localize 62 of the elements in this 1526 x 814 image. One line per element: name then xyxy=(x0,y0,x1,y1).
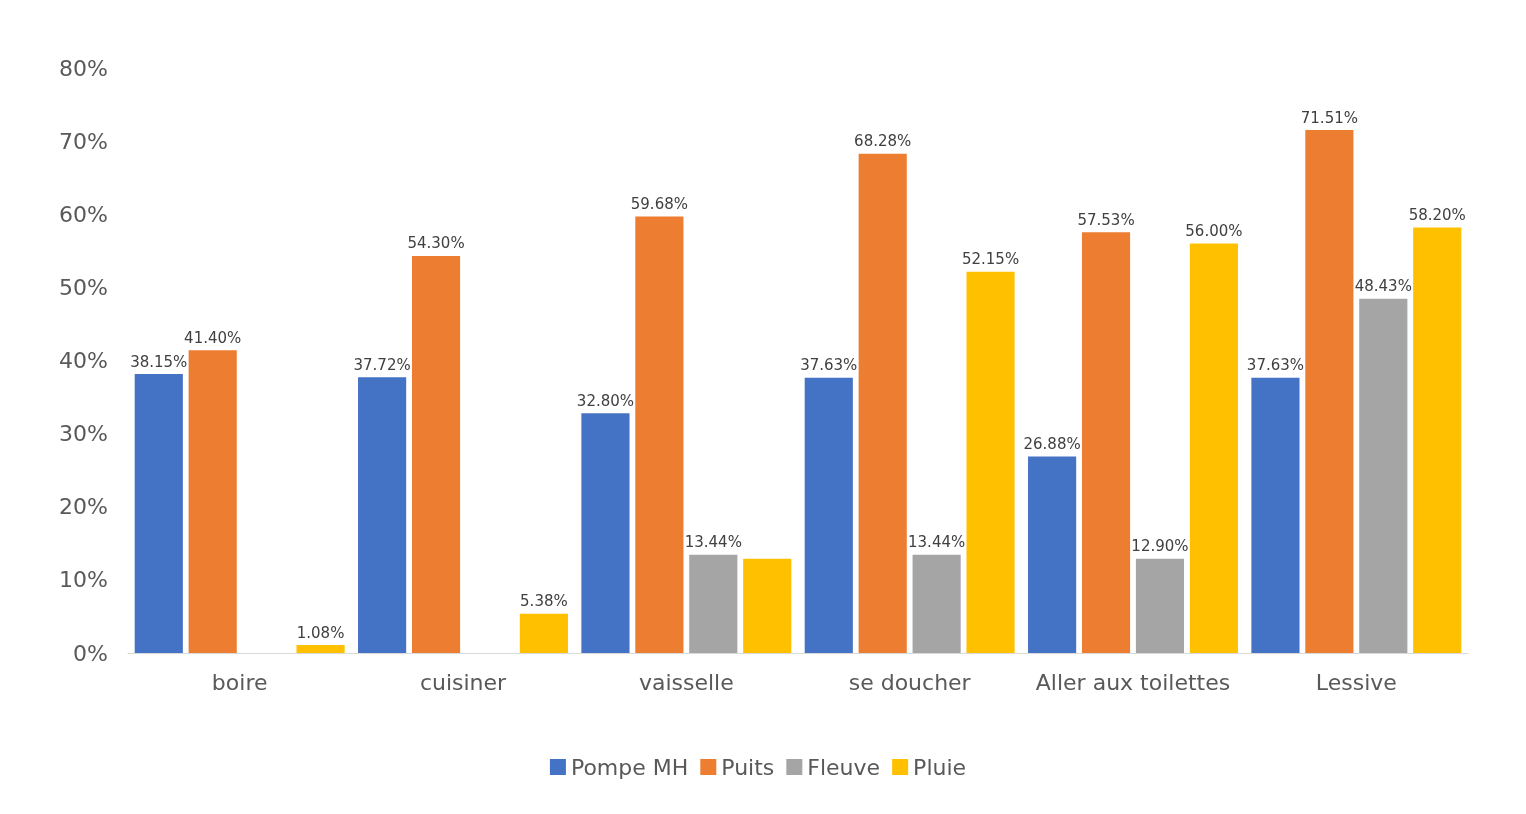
x-tick-label: se doucher xyxy=(848,669,972,695)
data-label: 56.00% xyxy=(1185,222,1243,240)
bar xyxy=(689,554,738,653)
data-label: 37.63% xyxy=(1246,356,1305,375)
y-tick-label: 40% xyxy=(59,348,108,373)
data-label: 54.30% xyxy=(407,234,465,253)
bar xyxy=(134,374,183,653)
bar xyxy=(1251,377,1300,653)
y-tick-label: 50% xyxy=(59,274,108,300)
legend-label: Pluie xyxy=(913,754,967,780)
bar xyxy=(1413,227,1462,653)
bar xyxy=(296,645,345,653)
data-label: 32.80% xyxy=(576,391,635,410)
bar xyxy=(519,613,568,653)
y-tick-label: 20% xyxy=(59,494,108,520)
data-label: 37.72% xyxy=(353,355,411,374)
data-label: 58.20% xyxy=(1408,205,1466,224)
y-tick-label: 60% xyxy=(59,201,108,227)
bar xyxy=(912,554,961,653)
data-label: 41.40% xyxy=(184,328,242,347)
data-label: 26.88% xyxy=(1023,434,1081,453)
y-tick-label: 80% xyxy=(59,55,108,81)
bar xyxy=(1028,456,1077,653)
data-label: 13.44% xyxy=(684,533,742,552)
y-tick-label: 0% xyxy=(73,640,108,666)
legend-label: Pompe MH xyxy=(570,754,689,780)
data-label: 48.43% xyxy=(1354,277,1412,296)
x-tick-label: boire xyxy=(211,669,268,695)
bar xyxy=(743,558,792,653)
bar xyxy=(804,377,853,653)
legend-label: Puits xyxy=(721,754,775,780)
data-label: 12.90% xyxy=(1131,537,1189,556)
data-label: 5.38% xyxy=(520,592,568,611)
bar xyxy=(1189,243,1238,653)
legend-label: Fleuve xyxy=(807,754,881,780)
y-tick-label: 10% xyxy=(59,567,108,593)
data-label: 52.15% xyxy=(961,250,1020,269)
x-tick-label: Aller aux toilettes xyxy=(1035,669,1231,695)
bar xyxy=(1359,298,1408,653)
bar xyxy=(188,350,237,653)
data-label: 38.15% xyxy=(130,352,188,371)
data-label: 37.63% xyxy=(800,356,858,375)
bar xyxy=(635,216,684,653)
bar xyxy=(358,377,407,653)
y-tick-label: 30% xyxy=(59,421,108,447)
bar xyxy=(1305,130,1354,653)
data-label: 71.51% xyxy=(1300,108,1358,127)
data-label: 57.53% xyxy=(1077,210,1135,229)
bar xyxy=(1135,558,1185,653)
x-tick-label: vaisselle xyxy=(638,669,734,695)
x-tick-label: cuisiner xyxy=(419,669,508,695)
data-label: 1.08% xyxy=(296,623,345,642)
data-label: 13.44% xyxy=(908,533,966,552)
data-label: 68.28% xyxy=(854,132,912,151)
bar xyxy=(581,413,630,653)
bar xyxy=(411,255,461,653)
bar xyxy=(1081,232,1131,653)
bar xyxy=(966,271,1015,653)
y-tick-label: 70% xyxy=(59,128,108,154)
x-tick-label: Lessive xyxy=(1315,669,1397,695)
data-label: 59.68% xyxy=(630,195,688,214)
bar xyxy=(858,153,907,653)
